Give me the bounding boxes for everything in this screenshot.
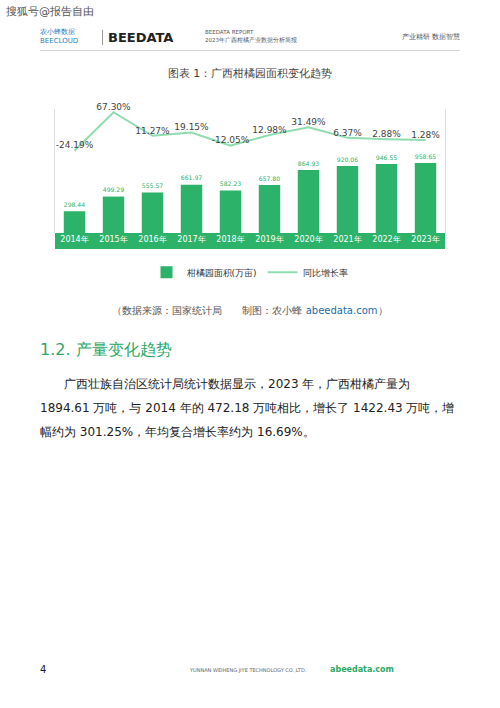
html-text:4: 4 bbox=[40, 664, 47, 675]
html-text:YUNNAN WEIHENG JIYE TECHNOLOGY: YUNNAN WEIHENG JIYE TECHNOLOGY CO.,LTD. bbox=[190, 667, 307, 673]
svg-text:1.28%: 1.28% bbox=[411, 130, 440, 140]
html-text:1.2. 产量变化趋势: 1.2. 产量变化趋势 bbox=[40, 340, 172, 359]
svg-text:920.06: 920.06 bbox=[337, 156, 358, 163]
html-text:BEECLOUD: BEECLOUD bbox=[40, 37, 79, 45]
svg-text:31.49%: 31.49% bbox=[291, 117, 326, 127]
svg-text:2023年: 2023年 bbox=[411, 235, 439, 244]
html-text:abeedata.com: abeedata.com bbox=[330, 665, 394, 674]
html-text:（数据来源：国家统计局 制图：农小蜂abeedata.com: （数据来源：国家统计局 制图：农小蜂abeedata.com） bbox=[112, 305, 388, 316]
svg-text:2.88%: 2.88% bbox=[372, 129, 401, 139]
html-text:BEEDATA REPORT: BEEDATA REPORT bbox=[205, 29, 254, 35]
svg-text:2018年: 2018年 bbox=[216, 235, 244, 244]
svg-text:柑橘园面积(万亩): 柑橘园面积(万亩) bbox=[186, 268, 257, 278]
svg-text:12.98%: 12.98% bbox=[252, 125, 287, 135]
svg-text:2014年: 2014年 bbox=[60, 235, 88, 244]
svg-text:2015年: 2015年 bbox=[99, 235, 127, 244]
html-text:BEEDATA: BEEDATA bbox=[108, 30, 174, 45]
svg-text:同比增长率: 同比增长率 bbox=[303, 268, 348, 278]
svg-text:582.23: 582.23 bbox=[220, 180, 241, 187]
svg-text:2016年: 2016年 bbox=[138, 235, 166, 244]
svg-text:11.27%: 11.27% bbox=[135, 126, 170, 136]
svg-text:661.97: 661.97 bbox=[181, 174, 202, 181]
svg-text:657.80: 657.80 bbox=[259, 175, 280, 182]
svg-text:19.15%: 19.15% bbox=[174, 122, 209, 132]
html-text:图表 1：广西柑橘园面积变化趋势: 图表 1：广西柑橘园面积变化趋势 bbox=[167, 67, 333, 80]
svg-text:946.55: 946.55 bbox=[376, 154, 398, 161]
html-text:搜狐号@报告自由: 搜狐号@报告自由 bbox=[6, 5, 94, 18]
svg-text:2020年: 2020年 bbox=[294, 235, 322, 244]
svg-text:2019年: 2019年 bbox=[255, 235, 283, 244]
svg-text:-24.19%: -24.19% bbox=[56, 140, 94, 150]
svg-text:2021年: 2021年 bbox=[333, 235, 361, 244]
svg-text:298.44: 298.44 bbox=[64, 201, 85, 208]
svg-text:6.37%: 6.37% bbox=[333, 128, 362, 138]
html-text:2023年广西柑橘产业数据分析简报: 2023年广西柑橘产业数据分析简报 bbox=[205, 37, 297, 43]
svg-text:2022年: 2022年 bbox=[372, 235, 400, 244]
html-text:农小蜂数据: 农小蜂数据 bbox=[40, 28, 75, 36]
svg-text:958.65: 958.65 bbox=[415, 153, 436, 160]
svg-text:864.93: 864.93 bbox=[298, 160, 319, 167]
html-text:产业精研 数据智慧: 产业精研 数据智慧 bbox=[401, 33, 460, 41]
svg-text:499.29: 499.29 bbox=[103, 186, 124, 193]
svg-text:2017年: 2017年 bbox=[177, 235, 205, 244]
html-text:广西壮族自治区统计局统计数据显示，2023 年，广西柑橘产量: 广西壮族自治区统计局统计数据显示，2023 年，广西柑橘产量为 1894.61 … bbox=[40, 377, 455, 439]
svg-text:555.57: 555.57 bbox=[142, 182, 163, 189]
svg-text:67.30%: 67.30% bbox=[96, 102, 131, 112]
svg-text:-12.05%: -12.05% bbox=[212, 135, 250, 145]
